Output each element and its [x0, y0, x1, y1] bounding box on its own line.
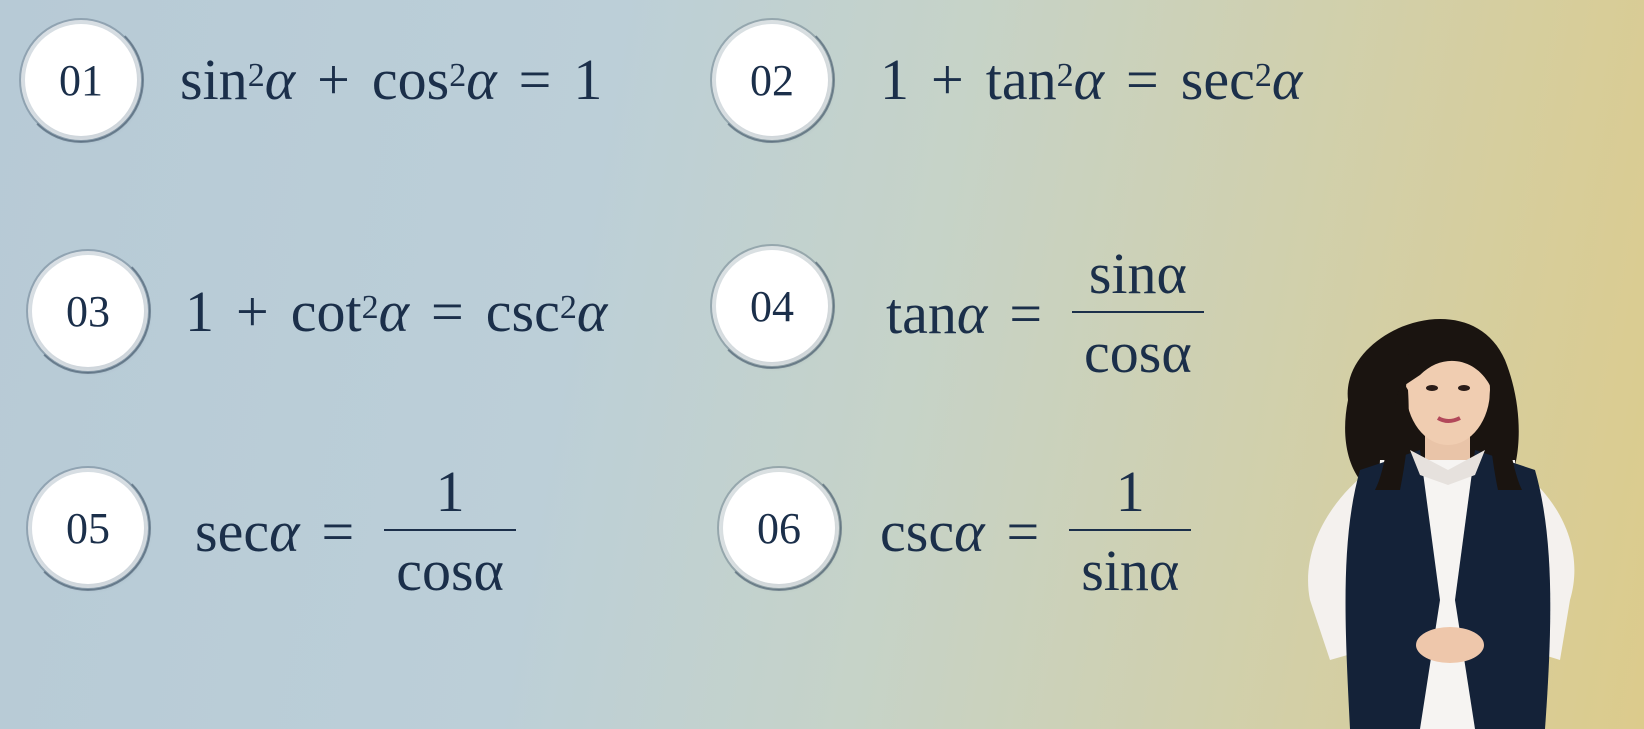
alpha-symbol: α [269, 498, 300, 564]
equals-sign: = [518, 47, 552, 112]
csc-fn: csc [880, 498, 955, 564]
exponent: 2 [361, 288, 379, 326]
alpha-symbol: α [1271, 47, 1303, 112]
badge-01: 01 [18, 17, 144, 143]
formula-04: tan α = sinα cosα [886, 240, 1204, 386]
exponent: 2 [449, 56, 467, 94]
formula-01: sin 2 α + cos 2 α = 1 [180, 46, 602, 113]
plus-sign: + [317, 47, 350, 112]
equals-sign: = [321, 498, 355, 564]
cos-fn: cos [371, 47, 450, 112]
formula-03: 1 + cot 2 α = csc 2 α [185, 278, 607, 345]
cot-fn: cot [290, 279, 362, 344]
denominator: cosα [384, 529, 516, 604]
badge-06: 06 [716, 465, 842, 591]
alpha-symbol: α [576, 279, 608, 344]
numerator: sinα [1088, 241, 1187, 306]
sec-fn: sec [195, 498, 270, 564]
fraction: 1 cosα [384, 458, 516, 604]
alpha-symbol: α [466, 47, 497, 112]
exponent: 2 [247, 56, 265, 94]
one-value: 1 [880, 47, 909, 112]
presenter-image [1308, 319, 1575, 729]
badge-03: 03 [25, 248, 151, 374]
numerator: 1 [1115, 459, 1145, 524]
tan-fn: tan [985, 47, 1057, 112]
fraction: 1 sinα [1069, 458, 1192, 604]
alpha-symbol: α [264, 47, 296, 112]
plus-sign: + [236, 279, 269, 344]
equals-sign: = [1006, 498, 1040, 564]
exponent: 2 [559, 288, 577, 326]
formula-02: 1 + tan 2 α = sec 2 α [880, 46, 1302, 113]
badge-05: 05 [25, 465, 151, 591]
alpha-symbol: α [954, 498, 985, 564]
formula-06: csc α = 1 sinα [880, 458, 1192, 604]
equals-sign: = [431, 279, 464, 344]
equals-sign: = [1009, 280, 1043, 346]
alpha-symbol: α [956, 280, 988, 346]
alpha-symbol: α [1073, 47, 1105, 112]
formula-05: sec α = 1 cosα [195, 458, 516, 604]
one-value: 1 [573, 47, 603, 112]
exponent: 2 [1254, 56, 1272, 94]
denominator: sinα [1069, 529, 1192, 604]
csc-fn: csc [485, 279, 560, 344]
sec-fn: sec [1180, 47, 1255, 112]
one-value: 1 [185, 279, 214, 344]
fraction: sinα cosα [1072, 240, 1204, 386]
sin-fn: sin [180, 47, 248, 112]
plus-sign: + [931, 47, 964, 112]
equals-sign: = [1126, 47, 1159, 112]
numerator: 1 [435, 459, 465, 524]
tan-fn: tan [886, 280, 957, 346]
badge-02: 02 [709, 17, 835, 143]
alpha-symbol: α [378, 279, 410, 344]
denominator: cosα [1072, 311, 1204, 386]
badge-04: 04 [709, 243, 835, 369]
exponent: 2 [1056, 56, 1074, 94]
